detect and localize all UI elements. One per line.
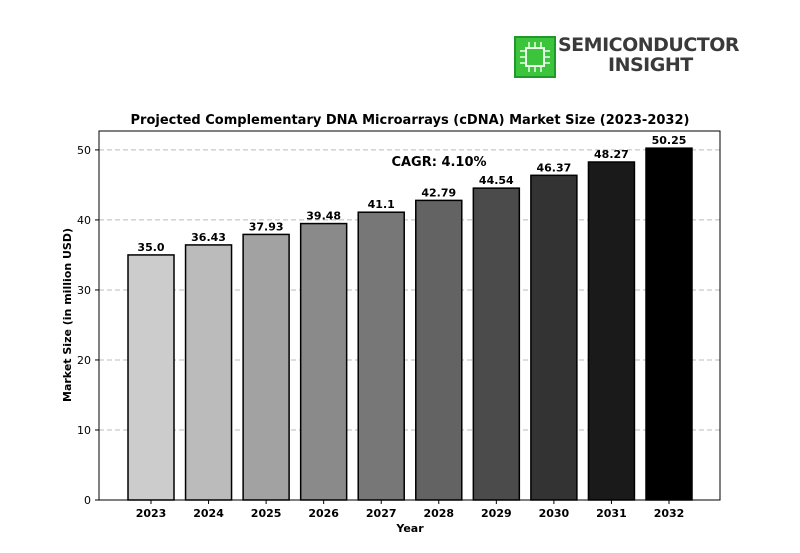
bar bbox=[645, 147, 693, 501]
y-tick-label: 50 bbox=[77, 144, 91, 157]
x-tick-label: 2029 bbox=[481, 507, 512, 520]
x-tick-label: 2032 bbox=[654, 507, 685, 520]
chart-title: Projected Complementary DNA Microarrays … bbox=[131, 113, 690, 128]
x-tick-label: 2024 bbox=[193, 507, 224, 520]
y-tick-label: 0 bbox=[84, 494, 91, 507]
x-tick-label: 2031 bbox=[596, 507, 627, 520]
bar bbox=[357, 211, 405, 501]
bar-value-label: 42.79 bbox=[421, 186, 456, 199]
x-tick-label: 2025 bbox=[251, 507, 282, 520]
bar-value-label: 48.27 bbox=[594, 148, 629, 161]
bar bbox=[184, 244, 233, 501]
y-tick-label: 40 bbox=[77, 214, 91, 227]
logo-text-line1: SEMICONDUCTOR bbox=[558, 34, 740, 56]
logo-text-line2: INSIGHT bbox=[608, 54, 693, 76]
x-tick-label: 2026 bbox=[308, 507, 339, 520]
bar bbox=[242, 233, 290, 501]
bar-value-label: 50.25 bbox=[652, 134, 687, 147]
x-tick-label: 2023 bbox=[136, 507, 167, 520]
bar-value-label: 35.0 bbox=[137, 241, 164, 254]
bar bbox=[299, 222, 348, 501]
bar-value-label: 39.48 bbox=[306, 210, 341, 223]
bar-value-label: 41.1 bbox=[368, 198, 395, 211]
x-tick-label: 2030 bbox=[539, 507, 570, 520]
bar bbox=[472, 187, 521, 501]
bar bbox=[127, 254, 175, 501]
x-axis-label: Year bbox=[395, 522, 424, 535]
bar-value-label: 44.54 bbox=[479, 174, 514, 187]
x-axis-ticks: 2023 2024 2025 2026 2027 2028 2029 2030 2031 2032 bbox=[136, 500, 685, 520]
chip-icon bbox=[514, 36, 556, 78]
x-tick-label: 2027 bbox=[366, 507, 397, 520]
bar bbox=[415, 199, 463, 501]
y-tick-label: 30 bbox=[77, 284, 91, 297]
bar bbox=[587, 161, 636, 501]
cagr-annotation: CAGR: 4.10% bbox=[391, 155, 486, 170]
plot-frame bbox=[98, 130, 721, 501]
bars bbox=[127, 147, 693, 501]
bar-value-label: 36.43 bbox=[191, 231, 226, 244]
bar-value-label: 46.37 bbox=[536, 161, 571, 174]
y-axis-ticks: 0 10 20 30 40 50 bbox=[77, 144, 99, 507]
x-tick-label: 2028 bbox=[423, 507, 454, 520]
y-tick-label: 10 bbox=[77, 424, 91, 437]
y-axis-label: Market Size (in million USD) bbox=[61, 228, 74, 402]
bar-value-labels: 35.0 36.43 37.93 39.48 41.1 42.79 44.54 46.37 48… bbox=[137, 134, 686, 254]
bar bbox=[530, 174, 578, 501]
brand-logo: SEMICONDUCTOR INSIGHT bbox=[514, 34, 754, 80]
bar-value-label: 37.93 bbox=[249, 220, 284, 233]
y-tick-label: 20 bbox=[77, 354, 91, 367]
